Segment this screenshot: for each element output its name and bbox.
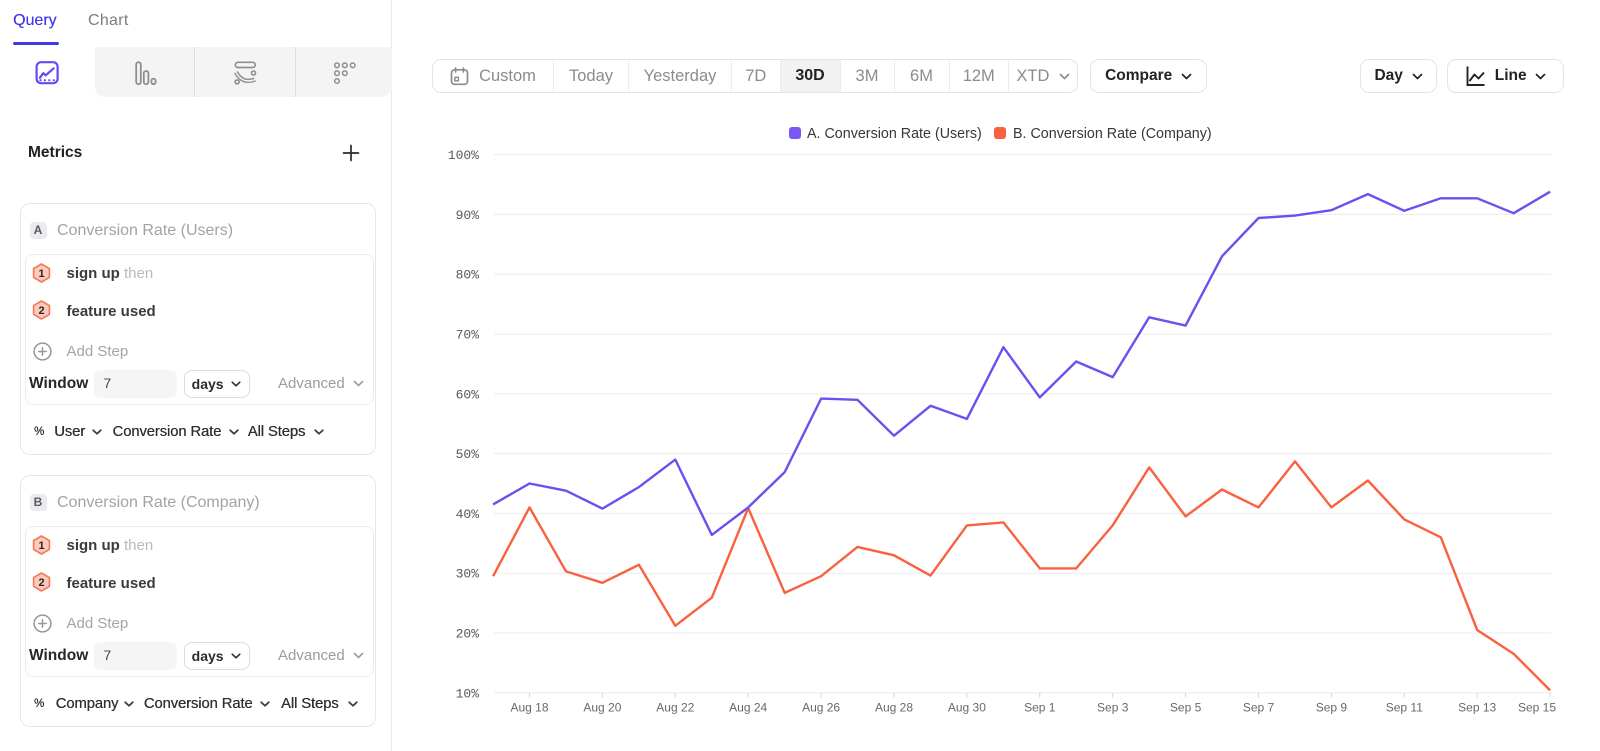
svg-text:Sep 1: Sep 1: [1024, 701, 1056, 715]
svg-text:Aug 20: Aug 20: [583, 701, 621, 715]
svg-text:Sep 3: Sep 3: [1097, 701, 1129, 715]
svg-text:Sep 5: Sep 5: [1170, 701, 1202, 715]
svg-text:10%: 10%: [456, 686, 480, 701]
svg-text:40%: 40%: [456, 507, 480, 522]
svg-text:20%: 20%: [456, 627, 480, 642]
svg-text:Aug 30: Aug 30: [948, 701, 986, 715]
svg-text:Sep 7: Sep 7: [1243, 701, 1275, 715]
svg-text:2: 2: [39, 577, 45, 589]
svg-text:Sep 13: Sep 13: [1458, 701, 1496, 715]
svg-text:70%: 70%: [456, 328, 480, 343]
svg-text:Sep 9: Sep 9: [1316, 701, 1348, 715]
svg-text:Sep 15: Sep 15: [1518, 701, 1556, 715]
svg-text:100%: 100%: [448, 148, 479, 163]
svg-text:50%: 50%: [456, 447, 480, 462]
svg-text:Aug 18: Aug 18: [510, 701, 548, 715]
svg-text:1: 1: [39, 540, 45, 552]
svg-text:Aug 22: Aug 22: [656, 701, 694, 715]
svg-text:Aug 26: Aug 26: [802, 701, 840, 715]
svg-text:Sep 11: Sep 11: [1386, 701, 1423, 715]
svg-text:1: 1: [39, 268, 45, 280]
svg-text:30%: 30%: [456, 567, 480, 582]
svg-text:Aug 28: Aug 28: [875, 701, 913, 715]
svg-text:80%: 80%: [456, 268, 480, 283]
svg-text:Aug 24: Aug 24: [729, 701, 767, 715]
svg-text:90%: 90%: [456, 208, 480, 223]
svg-text:2: 2: [39, 305, 45, 317]
svg-text:60%: 60%: [456, 387, 480, 402]
